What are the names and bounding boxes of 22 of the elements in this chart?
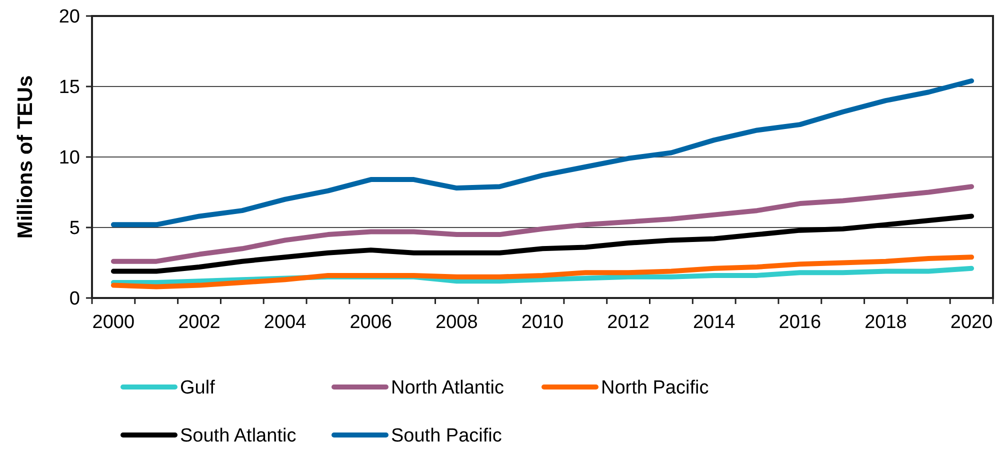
x-tick-label: 2020 — [950, 312, 993, 333]
legend-label: Gulf — [180, 378, 216, 399]
y-tick-label: 0 — [69, 288, 80, 310]
y-axis-title: Millions of TEUs — [14, 75, 37, 239]
legend-label: North Atlantic — [391, 378, 504, 399]
legend-label: North Pacific — [601, 378, 709, 399]
x-tick-label: 2018 — [864, 312, 907, 333]
x-tick-label: 2010 — [521, 312, 564, 333]
x-tick-label: 2000 — [92, 312, 135, 333]
x-tick-label: 2016 — [778, 312, 822, 333]
x-tick-label: 2014 — [692, 312, 736, 333]
legend-label: South Pacific — [391, 426, 502, 447]
x-tick-label: 2008 — [436, 312, 478, 333]
x-tick-label: 2006 — [350, 312, 392, 333]
legend-label: South Atlantic — [180, 426, 296, 447]
x-tick-label: 2002 — [178, 312, 220, 333]
x-tick-label: 2004 — [264, 312, 307, 333]
y-tick-label: 20 — [58, 6, 80, 28]
y-tick-label: 5 — [69, 218, 80, 240]
y-tick-label: 15 — [58, 77, 80, 98]
y-tick-label: 10 — [58, 148, 80, 169]
x-tick-label: 2012 — [607, 312, 650, 333]
